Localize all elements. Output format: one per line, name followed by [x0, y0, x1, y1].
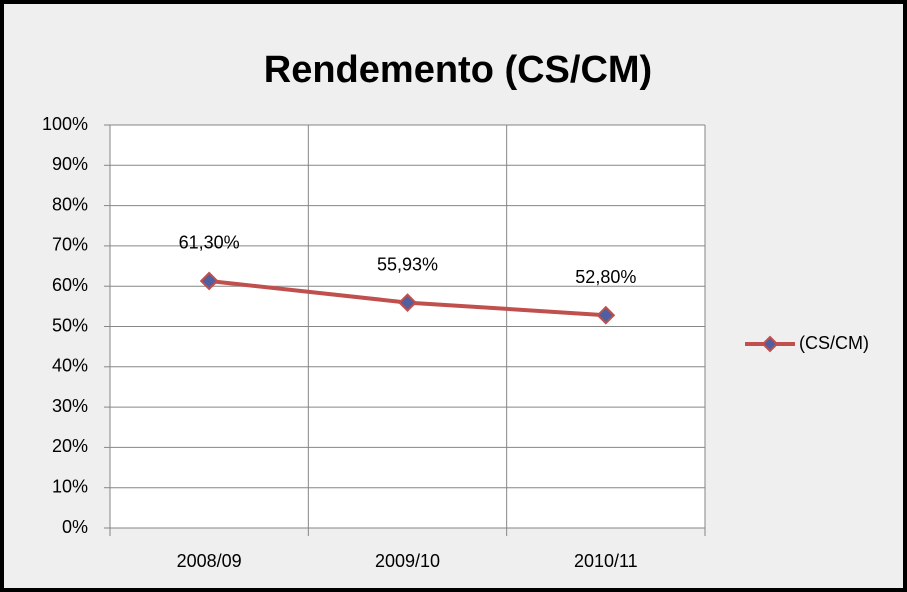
y-tick-label: 0%	[62, 517, 88, 537]
data-point	[398, 293, 417, 313]
y-tick-label: 60%	[52, 275, 88, 295]
x-tick-label: 2010/11	[574, 551, 638, 571]
y-tick-label: 10%	[52, 476, 88, 496]
data-label: 55,93%	[377, 254, 438, 274]
y-tick-label: 100%	[42, 114, 88, 134]
data-label: 52,80%	[575, 267, 636, 287]
y-tick-label: 50%	[52, 315, 88, 335]
chart-title: Rendemento (CS/CM)	[264, 49, 652, 91]
legend-label: (CS/CM)	[799, 333, 869, 353]
data-label: 61,30%	[179, 233, 240, 253]
legend-marker	[761, 335, 779, 353]
y-tick-label: 20%	[52, 436, 88, 456]
x-tick-label: 2009/10	[375, 551, 440, 571]
y-tick-label: 90%	[52, 154, 88, 174]
y-tick-label: 80%	[52, 194, 88, 214]
data-point	[596, 305, 616, 325]
x-tick-label: 2008/09	[177, 551, 242, 571]
y-tick-label: 40%	[52, 356, 88, 376]
y-tick-label: 70%	[52, 235, 88, 255]
data-point	[199, 271, 219, 291]
y-tick-label: 30%	[52, 396, 88, 416]
